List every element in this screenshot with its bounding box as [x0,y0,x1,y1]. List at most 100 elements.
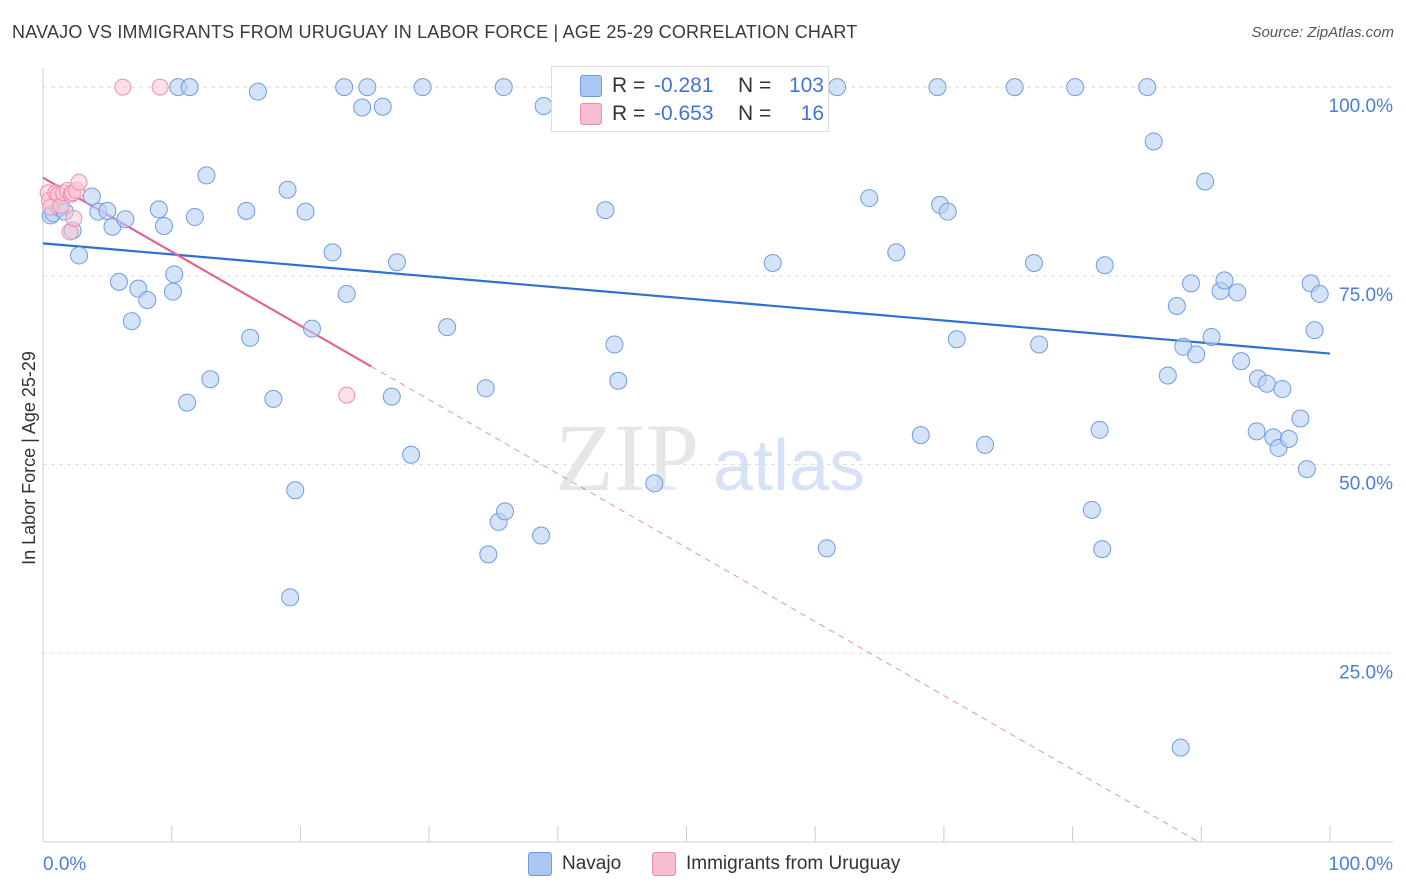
navajo-point [98,201,117,220]
legend-r-label: R = [612,102,646,125]
navajo-point [323,243,342,262]
navajo-point [241,328,260,347]
uruguay-point [338,386,356,404]
legend-r-label: R = [612,74,646,97]
y-tick-label: 75.0% [1339,285,1393,306]
navajo-point [353,98,372,117]
navajo-point [109,272,128,291]
navajo-point [1202,327,1221,346]
x-tick-label-max: 100.0% [1329,854,1394,875]
navajo-point [1093,540,1112,559]
navajo-point [1158,366,1177,385]
navajo-point [337,284,356,303]
navajo-point [1228,283,1247,302]
navajo-legend-swatch [528,852,552,876]
navajo-point [122,312,141,331]
uruguay-legend-label: Immigrants from Uruguay [686,853,901,874]
stats-legend: R = -0.281 N = 103 R = -0.653 N = 16 [551,66,829,132]
watermark-atlas: atlas [713,426,865,506]
chart-title: NAVAJO VS IMMIGRANTS FROM URUGUAY IN LAB… [12,22,858,42]
navajo-point [532,526,551,545]
navajo-point [149,200,168,219]
source-credit: Source: ZipAtlas.com [1251,24,1394,41]
navajo-point [1273,380,1292,399]
uruguay-point [70,173,88,191]
navajo-point [154,217,173,235]
legend-row-navajo: R = -0.281 N = 103 [552,72,824,100]
navajo-point [1305,321,1324,340]
navajo-point [1310,284,1329,303]
navajo-point [1297,460,1316,479]
navajo-point [1138,78,1157,97]
navajo-point [197,166,216,185]
navajo-point [763,253,782,272]
navajo-point [82,187,101,206]
navajo-point [70,246,89,265]
navajo-point [887,243,906,262]
uruguay-trend-extension [370,365,1199,843]
series-legend-navajo[interactable]: Navajo [528,852,621,876]
series-legend-uruguay[interactable]: Immigrants from Uruguay [652,852,900,876]
navajo-point [413,78,432,97]
navajo-point [402,445,421,464]
y-tick-label: 25.0% [1339,662,1393,683]
navajo-point [1247,422,1266,441]
navajo-point [1167,297,1186,316]
navajo-point [180,78,199,97]
navajo-point [1187,345,1206,364]
uruguay-point [65,209,83,227]
watermark-zip: ZIP [555,404,699,511]
navajo-point [645,474,664,493]
navajo-point [163,282,182,301]
navajo-point [248,82,267,101]
navajo-trend-line [42,242,1331,355]
navajo-point [278,180,297,199]
grid-layer: 25.0% 50.0% 75.0% 100.0% [43,86,1394,683]
x-tick-label-min: 0.0% [43,854,86,875]
navajo-point [302,319,321,338]
navajo-point [596,201,615,220]
navajo-point [860,189,879,208]
navajo-point [1291,409,1310,428]
watermark: ZIP atlas [555,404,865,511]
navajo-point [938,202,957,221]
uruguay-legend-swatch [652,852,676,876]
navajo-point [116,210,135,229]
navajo-point [382,387,401,406]
navajo-point [1182,274,1201,293]
navajo-point [476,379,495,398]
navajo-point [1030,335,1049,354]
navajo-point [1024,253,1043,272]
navajo-point [1232,352,1251,371]
navajo-point [201,370,220,389]
legend-row-uruguay: R = -0.653 N = 16 [552,100,824,128]
navajo-point [828,78,847,97]
navajo-point [237,201,256,220]
navajo-point [609,371,628,390]
navajo-point [1171,738,1190,757]
navajo-point [1196,172,1215,191]
navajo-point [1144,132,1163,151]
y-tick-label: 100.0% [1329,96,1394,117]
navajo-point [1005,78,1024,97]
navajo-point [387,253,406,272]
navajo-point [1095,256,1114,275]
navajo-point [438,318,457,337]
navajo-point [1257,374,1276,393]
navajo-point [1279,429,1298,448]
navajo-point [496,502,515,521]
navajo-point [358,78,377,97]
navajo-point [373,97,392,116]
series-legend: Navajo Immigrants from Uruguay [0,852,1406,878]
navajo-point [264,389,283,408]
navajo-point [281,588,300,607]
uruguay-point [151,78,169,96]
navajo-point [817,539,836,558]
navajo-point [928,78,947,97]
navajo-legend-label: Navajo [562,853,622,874]
navajo-swatch [580,75,602,97]
navajo-point [479,545,498,564]
navajo-point [947,330,966,349]
navajo-point [185,207,204,226]
